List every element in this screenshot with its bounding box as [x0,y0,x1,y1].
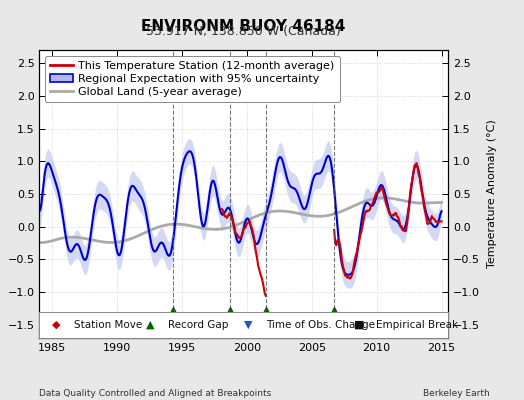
Title: ENVIRONM BUOY 46184: ENVIRONM BUOY 46184 [141,18,346,34]
Text: Berkeley Earth: Berkeley Earth [423,389,490,398]
Text: ◆: ◆ [51,320,60,330]
Text: ▲: ▲ [146,320,154,330]
Legend: This Temperature Station (12-month average), Regional Expectation with 95% uncer: This Temperature Station (12-month avera… [45,56,340,102]
Text: Time of Obs. Change: Time of Obs. Change [266,320,375,330]
Y-axis label: Temperature Anomaly (°C): Temperature Anomaly (°C) [487,120,497,268]
Text: ■: ■ [354,320,365,330]
Text: Station Move: Station Move [74,320,143,330]
Text: Empirical Break: Empirical Break [376,320,458,330]
Text: ▼: ▼ [244,320,252,330]
Text: Record Gap: Record Gap [168,320,228,330]
Text: Data Quality Controlled and Aligned at Breakpoints: Data Quality Controlled and Aligned at B… [39,389,271,398]
Text: 53.917 N, 138.850 W (Canada): 53.917 N, 138.850 W (Canada) [146,25,341,38]
